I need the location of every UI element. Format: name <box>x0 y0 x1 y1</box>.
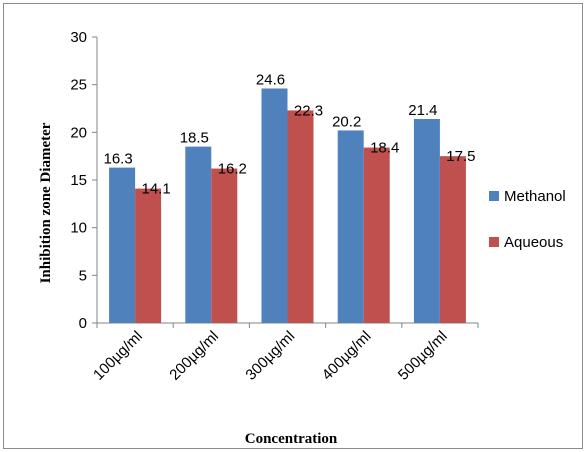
bar-methanol <box>261 88 288 323</box>
legend-label-aqueous: Aqueous <box>504 234 563 251</box>
bar-aqueous <box>135 188 162 323</box>
x-tick-label: 100µg/ml <box>90 328 146 384</box>
legend-swatch-aqueous <box>489 237 499 247</box>
y-tick-label: 20 <box>70 124 87 141</box>
data-label-aqueous: 18.4 <box>370 140 399 157</box>
data-label-methanol: 21.4 <box>408 102 437 119</box>
y-tick-label: 5 <box>79 267 87 284</box>
x-tick-label: 300µg/ml <box>242 328 298 384</box>
y-tick-label: 0 <box>79 315 87 332</box>
bars <box>109 88 466 323</box>
legend-label-methanol: Methanol <box>504 188 566 205</box>
x-axis-title: Concentration <box>245 431 338 447</box>
data-label-methanol: 16.3 <box>103 151 132 168</box>
legend-swatch-methanol <box>489 191 499 201</box>
data-label-aqueous: 17.5 <box>446 148 475 165</box>
bar-methanol <box>185 146 212 323</box>
bar-methanol <box>413 118 440 323</box>
data-label-aqueous: 14.1 <box>141 181 170 198</box>
x-tick-label: 200µg/ml <box>166 328 222 384</box>
bar-aqueous <box>211 168 238 323</box>
data-label-methanol: 18.5 <box>180 130 209 147</box>
data-label-methanol: 24.6 <box>256 71 285 88</box>
y-tick-label: 25 <box>70 77 87 94</box>
x-tick-label: 500µg/ml <box>395 328 451 384</box>
bar-aqueous <box>363 147 390 323</box>
bar-aqueous <box>287 110 314 323</box>
y-tick-label: 15 <box>70 172 87 189</box>
bar-methanol <box>109 167 136 323</box>
data-labels: 16.3 14.1 18.5 16.2 24.6 22.3 20.2 18.4 21.4 17.5 <box>103 71 475 197</box>
y-tick-label: 30 <box>70 29 87 46</box>
x-tick-label: 400µg/ml <box>319 328 375 384</box>
data-label-aqueous: 22.3 <box>294 102 323 119</box>
bar-methanol <box>337 130 364 323</box>
legend: Methanol Aqueous <box>489 188 566 251</box>
bar-aqueous <box>439 156 466 323</box>
data-label-aqueous: 16.2 <box>218 161 247 178</box>
y-axis-title: Inhibition zone Diameter <box>38 122 54 283</box>
y-tick-label: 10 <box>70 220 87 237</box>
data-label-methanol: 20.2 <box>332 113 361 130</box>
